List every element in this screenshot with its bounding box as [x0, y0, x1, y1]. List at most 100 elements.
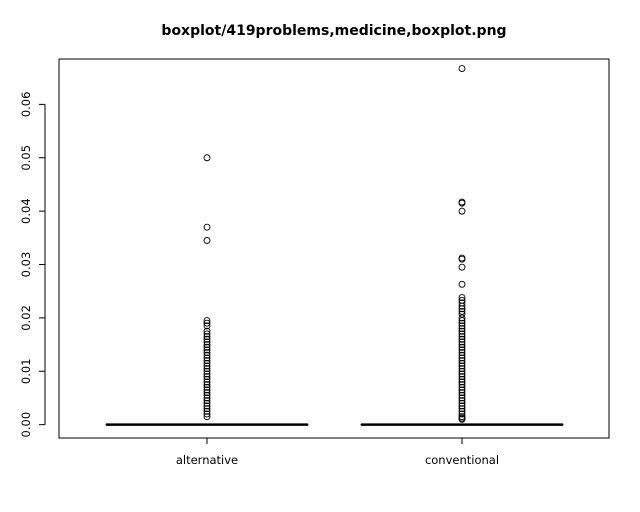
outlier-point: [458, 362, 466, 370]
outlier-point: [203, 367, 211, 375]
y-tick-label: 0.06: [19, 92, 33, 118]
outlier-point: [458, 373, 466, 381]
outlier-point: [203, 391, 211, 399]
outlier-point: [458, 305, 466, 313]
y-tick-label: 0.05: [19, 145, 33, 171]
outlier-point: [458, 341, 466, 349]
outlier-point: [458, 294, 466, 302]
y-tick-label: 0.02: [19, 305, 33, 331]
outlier-point: [203, 359, 211, 367]
outlier-point: [458, 280, 466, 288]
outlier-point: [203, 335, 211, 343]
outlier-point: [203, 413, 211, 421]
outlier-point: [458, 375, 466, 383]
outlier-point: [203, 370, 211, 378]
outlier-point: [458, 381, 466, 389]
outlier-point: [203, 373, 211, 381]
outlier-point: [458, 322, 466, 330]
outlier-point: [458, 327, 466, 335]
outlier-point: [458, 359, 466, 367]
outlier-point: [458, 207, 466, 215]
outlier-point: [203, 407, 211, 415]
outlier-point: [203, 327, 211, 335]
outlier-point: [458, 314, 466, 322]
outlier-point: [458, 349, 466, 357]
outlier-point: [203, 375, 211, 383]
outlier-point: [458, 351, 466, 359]
y-axis: 0.00 0.01 0.02 0.03 0.04 0.05 0.06: [19, 92, 46, 438]
outlier-point: [458, 410, 466, 418]
outlier-point: [203, 154, 211, 162]
outlier-point: [203, 405, 211, 413]
outlier-point: [458, 397, 466, 405]
outlier-point: [203, 351, 211, 359]
outlier-point: [458, 391, 466, 399]
outlier-point: [203, 386, 211, 394]
outlier-point: [458, 343, 466, 351]
y-tick-label: 0.03: [19, 252, 33, 278]
y-tick-label: 0.00: [19, 412, 33, 438]
outlier-point: [458, 415, 466, 423]
outlier-point: [458, 255, 466, 263]
outlier-point: [458, 199, 466, 207]
outlier-point: [203, 346, 211, 354]
outlier-point: [203, 330, 211, 338]
outlier-point: [458, 389, 466, 397]
outlier-point: [203, 365, 211, 373]
outlier-point: [458, 319, 466, 327]
outlier-point: [203, 362, 211, 370]
outlier-point: [203, 333, 211, 341]
outlier-point: [203, 343, 211, 351]
outlier-point: [203, 378, 211, 386]
outlier-point: [458, 335, 466, 343]
outlier-point: [458, 367, 466, 375]
outlier-point: [203, 237, 211, 244]
x-axis: alternative conventional: [176, 437, 499, 467]
outlier-point: [458, 399, 466, 407]
outlier-point: [203, 399, 211, 407]
outlier-point: [458, 407, 466, 415]
outlier-point: [203, 383, 211, 391]
outlier-point: [203, 341, 211, 349]
outlier-point: [203, 410, 211, 418]
y-tick-label: 0.01: [19, 358, 33, 384]
outlier-point: [203, 402, 211, 410]
outlier-point: [458, 65, 466, 73]
chart-title: boxplot/419problems,medicine,boxplot.png: [161, 23, 506, 39]
outlier-point: [203, 349, 211, 357]
outlier-point: [458, 338, 466, 346]
x-category-label: conventional: [425, 453, 499, 467]
outlier-point: [458, 357, 466, 365]
outlier-point: [458, 263, 466, 271]
outlier-point: [458, 317, 466, 325]
outlier-point: [458, 354, 466, 362]
outlier-point: [203, 381, 211, 389]
outlier-point: [458, 325, 466, 333]
outlier-point: [458, 333, 466, 341]
outlier-point: [203, 322, 211, 330]
outliers: [203, 65, 466, 423]
outlier-point: [458, 383, 466, 391]
outlier-point: [458, 370, 466, 378]
y-tick-label: 0.04: [19, 198, 33, 224]
outlier-point: [203, 357, 211, 365]
outlier-point: [203, 317, 211, 325]
outlier-point: [203, 389, 211, 397]
outlier-point: [203, 354, 211, 362]
outlier-point: [458, 394, 466, 402]
plot-frame: [58, 58, 610, 439]
outlier-point: [203, 394, 211, 402]
outlier-point: [458, 378, 466, 386]
outlier-point: [458, 346, 466, 354]
outlier-point: [203, 397, 211, 405]
outlier-point: [458, 330, 466, 338]
outlier-point: [203, 223, 211, 231]
outlier-point: [458, 402, 466, 410]
outlier-point: [203, 319, 211, 327]
outlier-point: [458, 302, 466, 310]
outlier-point: [458, 365, 466, 373]
outlier-point: [458, 405, 466, 413]
x-category-label: alternative: [176, 453, 238, 467]
